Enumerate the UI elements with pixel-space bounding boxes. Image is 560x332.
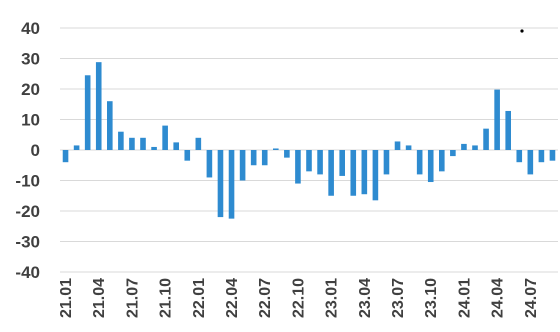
bar-23.06	[383, 150, 390, 175]
bar-24.06	[516, 150, 523, 163]
bar-23.09	[416, 150, 423, 175]
y-tick-label: -40	[15, 263, 40, 282]
x-tick-label: 23.04	[357, 278, 374, 318]
bar-21.04	[95, 62, 102, 150]
x-tick-label: 24.04	[490, 278, 507, 318]
bar-23.02	[339, 150, 345, 176]
bar-24.04	[494, 89, 500, 150]
bar-22.07	[261, 150, 268, 166]
bar-21.08	[140, 137, 146, 150]
bar-22.11	[306, 150, 312, 172]
y-tick-label: 10	[21, 111, 40, 130]
bar-23.11	[439, 150, 445, 172]
x-tick-label: 21.10	[158, 278, 175, 318]
x-tick-label: 21.04	[91, 278, 108, 318]
bar-21.02	[73, 145, 80, 150]
bar-21.03	[84, 75, 91, 150]
bar-21.05	[107, 101, 113, 150]
bar-22.12	[317, 150, 323, 175]
bar-22.04	[228, 150, 235, 219]
x-tick-label: 23.07	[390, 278, 407, 318]
bar-21.10	[162, 125, 168, 150]
bar-23.07	[394, 141, 401, 150]
bar-22.02	[206, 150, 213, 178]
bar-22.03	[217, 150, 224, 218]
x-tick-label: 22.10	[290, 278, 307, 318]
bar-24.02	[472, 145, 478, 150]
x-tick-label: 24.01	[456, 278, 473, 318]
bar-23.10	[427, 150, 434, 183]
bar-23.04	[361, 150, 368, 195]
bar-24.09	[549, 150, 556, 161]
bar-21.12	[184, 150, 191, 161]
x-tick-label: 21.01	[58, 278, 75, 318]
bar-22.06	[250, 150, 257, 166]
bar-22.08	[273, 148, 279, 150]
bar-23.12	[450, 150, 456, 157]
bar-23.03	[350, 150, 357, 196]
y-tick-label: 40	[21, 19, 40, 38]
bars	[62, 62, 556, 219]
y-tick-label: 30	[21, 50, 40, 69]
x-axis: 21.01 21.04 21.07 21.10 22.01 22.04 22.07 22.10…	[58, 278, 540, 318]
bar-21.01	[62, 150, 69, 163]
y-tick-label: 0	[31, 141, 40, 160]
x-tick-label: 23.10	[423, 278, 440, 318]
bar-21.11	[173, 142, 179, 151]
bar-22.01	[195, 137, 202, 150]
bar-23.01	[328, 150, 334, 196]
bar-23.08	[405, 145, 412, 150]
bar-21.07	[129, 137, 135, 150]
x-tick-label: 24.07	[523, 278, 540, 318]
x-tick-label: 22.01	[191, 278, 208, 318]
x-tick-label: 23.01	[324, 278, 341, 318]
x-tick-label: 22.07	[257, 278, 274, 318]
bar-22.10	[295, 150, 301, 184]
x-tick-label: 22.04	[224, 278, 241, 318]
y-tick-label: -10	[15, 172, 40, 191]
bar-24.07	[527, 150, 534, 175]
bar-21.06	[118, 131, 124, 150]
bar-21.09	[151, 146, 157, 150]
stray-dot	[520, 29, 524, 33]
bar-22.09	[284, 150, 290, 158]
y-tick-label: -20	[15, 202, 40, 221]
bar-24.03	[483, 128, 489, 150]
bar-24.01	[461, 143, 467, 150]
bar-24.05	[505, 110, 511, 150]
y-axis: 40 30 20 10 0 -10 -20 -30 -40	[15, 19, 40, 282]
bar-22.05	[239, 150, 246, 181]
x-tick-label: 21.07	[124, 278, 141, 318]
y-tick-label: 20	[21, 80, 40, 99]
bar-23.05	[372, 150, 379, 201]
bar-24.08	[538, 150, 545, 163]
y-tick-label: -30	[15, 233, 40, 252]
